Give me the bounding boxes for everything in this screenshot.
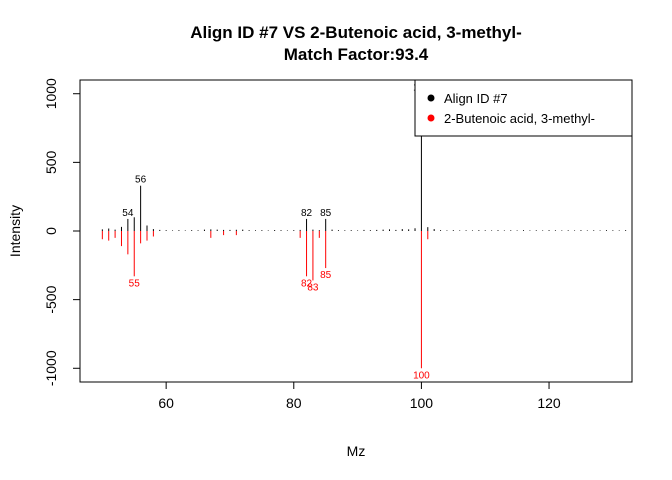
y-tick-label: -500 <box>43 285 59 313</box>
reference-peak-label: 82 <box>301 278 313 289</box>
y-tick-label: -1000 <box>43 350 59 386</box>
x-axis: 60 80 100 120 <box>158 381 561 411</box>
reference-peak-label: 83 <box>307 282 319 293</box>
query-peak-label: 85 <box>320 208 332 219</box>
legend-entry-label: Align ID #7 <box>444 91 508 106</box>
legend-marker <box>427 114 435 122</box>
x-tick-label: 120 <box>537 395 561 411</box>
query-peak-label: 82 <box>301 208 313 219</box>
x-axis-label: Mz <box>347 443 366 459</box>
reference-peak-label: 55 <box>129 278 141 289</box>
chart-title: Align ID #7 VS 2-Butenoic acid, 3-methyl… <box>190 23 522 42</box>
y-axis: -1000 -500 0 500 1000 <box>43 78 81 386</box>
legend: Align ID #7 2-Butenoic acid, 3-methyl- <box>414 79 633 137</box>
legend-marker <box>427 94 435 102</box>
legend-box <box>414 79 633 137</box>
chart-subtitle: Match Factor:93.4 <box>284 45 429 64</box>
reference-peak-label: 85 <box>320 270 332 281</box>
query-peak-label: 54 <box>122 208 134 219</box>
query-peak-label: 56 <box>135 175 147 186</box>
legend-entry-label: 2-Butenoic acid, 3-methyl- <box>444 111 595 126</box>
y-tick-label: 1000 <box>43 78 59 109</box>
y-tick-label: 0 <box>43 227 59 235</box>
x-tick-label: 80 <box>286 395 302 411</box>
y-axis-label: Intensity <box>7 205 23 257</box>
y-tick-label: 500 <box>43 150 59 174</box>
x-tick-label: 100 <box>410 395 434 411</box>
x-tick-label: 60 <box>158 395 174 411</box>
reference-peak-label: 100 <box>413 370 430 381</box>
